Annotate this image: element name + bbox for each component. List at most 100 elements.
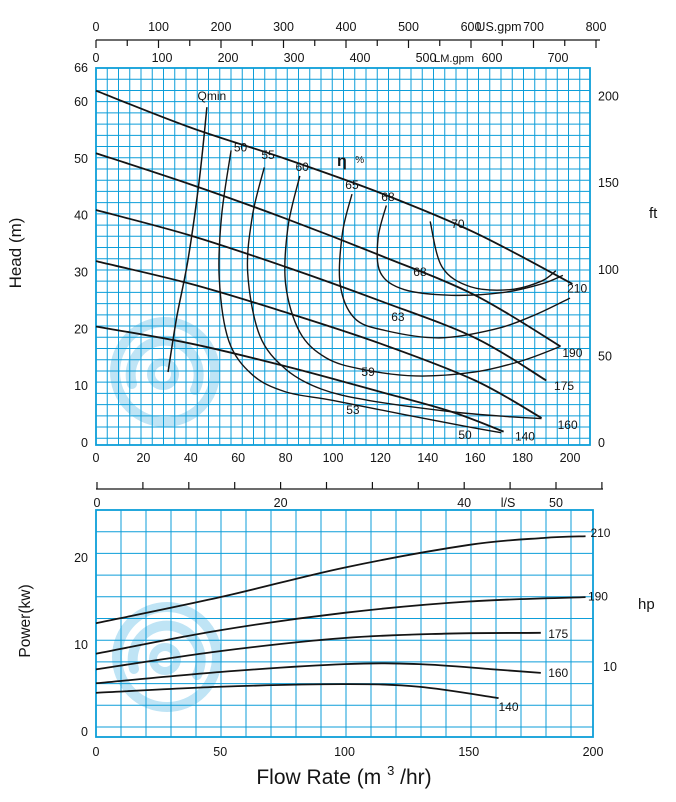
qmin-line	[167, 107, 208, 373]
us-gpm-tick-label: 300	[273, 20, 294, 34]
flow-tick-label-bottom: 100	[334, 745, 355, 759]
ft-tick-label: 200	[598, 90, 619, 104]
flow-tick-label: 60	[231, 451, 245, 465]
us-gpm-tick-label: 0	[93, 20, 100, 34]
ft-tick-label: 50	[598, 349, 612, 363]
head-curve-175	[95, 209, 547, 382]
ft-tick-label: 150	[598, 176, 619, 190]
hp-unit-label: hp	[638, 596, 655, 613]
watermark-swirl	[125, 335, 204, 395]
power-label-190: 190	[588, 590, 608, 604]
us-gpm-tick-label: 800	[586, 20, 607, 34]
power-curve-175	[95, 631, 541, 671]
flow-tick-label: 120	[370, 451, 391, 465]
watermark-ring	[112, 602, 222, 712]
grid-border	[95, 509, 594, 738]
lm-gpm-unit-label: LM.gpm	[434, 53, 474, 65]
efficiency-label-59: 59	[361, 365, 375, 379]
flow-tick-label-bottom: 200	[583, 745, 604, 759]
us-gpm-tick-label: 700	[523, 20, 544, 34]
ft-tick-label: 0	[598, 436, 605, 450]
ls-axis-ticks	[96, 482, 603, 489]
power-curve-140	[95, 683, 499, 699]
impeller-label-175: 175	[554, 379, 574, 393]
us-gpm-tick-label: 500	[398, 20, 419, 34]
flow-tick-label: 160	[465, 451, 486, 465]
head-tick-label: 30	[74, 266, 88, 280]
power-curve-210	[95, 535, 586, 625]
flow-tick-label-bottom: 50	[213, 745, 227, 759]
ft-unit-label: ft	[649, 205, 658, 222]
head-tick-label: 40	[74, 209, 88, 223]
impeller-label-160: 160	[558, 418, 578, 432]
lm-gpm-tick-label: 500	[416, 51, 437, 65]
power-label-210: 210	[590, 526, 610, 540]
flow-tick-label: 40	[184, 451, 198, 465]
flow-tick-label: 20	[136, 451, 150, 465]
impeller-label-140: 140	[515, 430, 535, 444]
us-gpm-tick-label: 100	[148, 20, 169, 34]
power-tick-label: 0	[81, 725, 88, 739]
watermark-ring	[110, 317, 220, 427]
impeller-label-190: 190	[562, 346, 582, 360]
head-tick-label: 60	[74, 95, 88, 109]
watermark-core	[149, 643, 181, 675]
efficiency-label-50: 50	[458, 428, 472, 442]
power-label-160: 160	[548, 666, 568, 680]
efficiency-contour-70	[429, 221, 557, 291]
hp-tick-label: 10	[603, 660, 617, 674]
head-tick-label: 50	[74, 152, 88, 166]
flow-tick-label: 80	[279, 451, 293, 465]
watermark-swirl	[127, 620, 206, 680]
head-tick-label: 0	[81, 436, 88, 450]
impeller-label-210: 210	[567, 281, 587, 295]
head-curve-190	[95, 152, 561, 348]
us-gpm-tick-label: 400	[336, 20, 357, 34]
us-gpm-tick-label: 600	[461, 20, 482, 34]
ls-tick-label: 20	[274, 496, 288, 510]
lm-gpm-tick-label: 700	[548, 51, 569, 65]
lm-gpm-tick-label: 300	[284, 51, 305, 65]
power-curve-160	[95, 662, 541, 685]
head-tick-label: 66	[74, 61, 88, 75]
grid-lines	[96, 68, 590, 445]
flow-tick-label: 140	[417, 451, 438, 465]
flow-rate-axis-title: Flow Rate (m 3 /hr)	[256, 757, 431, 789]
efficiency-contour-60-59	[284, 175, 561, 377]
head-tick-label: 20	[74, 322, 88, 336]
flow-title-superscript: 3	[387, 763, 394, 778]
head-tick-label: 10	[74, 379, 88, 393]
efficiency-contour-68	[376, 205, 564, 297]
ft-tick-label: 100	[598, 263, 619, 277]
ls-tick-label: 40	[457, 496, 471, 510]
efficiency-contour-65-63	[338, 193, 571, 339]
grid-border	[95, 67, 591, 446]
lm-gpm-tick-label: 0	[93, 51, 100, 65]
power-label-175: 175	[548, 627, 568, 641]
ls-tick-label: 50	[549, 496, 563, 510]
flow-tick-label-bottom: 150	[458, 745, 479, 759]
us-gpm-unit-label: US.gpm	[476, 20, 521, 34]
grid-lines	[96, 510, 593, 737]
flow-tick-label: 180	[512, 451, 533, 465]
us-gpm-tick-label: 200	[211, 20, 232, 34]
flow-tick-label: 0	[93, 451, 100, 465]
flow-tick-label-bottom: 0	[93, 745, 100, 759]
eta-symbol: η	[337, 153, 347, 170]
power-tick-label: 10	[74, 638, 88, 652]
lm-gpm-tick-label: 400	[350, 51, 371, 65]
flow-title-suffix: /hr)	[400, 766, 432, 789]
flow-title-prefix: Flow Rate (m	[256, 766, 381, 789]
power-tick-label: 20	[74, 551, 88, 565]
ls-tick-label: 0	[94, 496, 101, 510]
flow-tick-label: 100	[323, 451, 344, 465]
head-curve-140	[95, 325, 504, 433]
lm-gpm-tick-label: 100	[152, 51, 173, 65]
us-gpm-axis-ticks	[95, 40, 597, 48]
lm-gpm-tick-label: 200	[218, 51, 239, 65]
efficiency-contour-55-53	[246, 167, 542, 420]
efficiency-label-53: 53	[346, 403, 360, 417]
